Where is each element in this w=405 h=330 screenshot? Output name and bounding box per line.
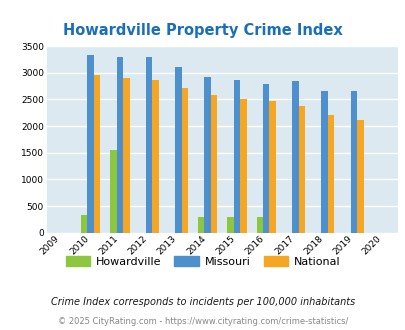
Bar <box>81 214 87 233</box>
Text: Howardville Property Crime Index: Howardville Property Crime Index <box>63 23 342 38</box>
Bar <box>198 217 204 233</box>
Bar <box>210 95 217 233</box>
Bar <box>116 57 123 233</box>
Bar <box>239 99 246 233</box>
Bar <box>123 78 129 233</box>
Text: Crime Index corresponds to incidents per 100,000 inhabitants: Crime Index corresponds to incidents per… <box>51 297 354 307</box>
Bar <box>269 101 275 233</box>
Bar <box>356 120 363 233</box>
Bar <box>145 57 152 233</box>
Bar <box>181 88 188 233</box>
Bar <box>321 91 327 233</box>
Bar <box>152 80 158 233</box>
Bar <box>110 150 116 233</box>
Bar <box>204 77 210 233</box>
Bar <box>227 217 233 233</box>
Bar <box>175 67 181 233</box>
Bar <box>292 82 298 233</box>
Bar <box>350 91 356 233</box>
Bar <box>94 75 100 233</box>
Bar <box>262 84 269 233</box>
Text: © 2025 CityRating.com - https://www.cityrating.com/crime-statistics/: © 2025 CityRating.com - https://www.city… <box>58 317 347 326</box>
Bar <box>327 115 334 233</box>
Bar <box>87 55 94 233</box>
Bar <box>256 217 262 233</box>
Bar <box>298 106 304 233</box>
Legend: Howardville, Missouri, National: Howardville, Missouri, National <box>61 252 344 272</box>
Bar <box>233 80 239 233</box>
